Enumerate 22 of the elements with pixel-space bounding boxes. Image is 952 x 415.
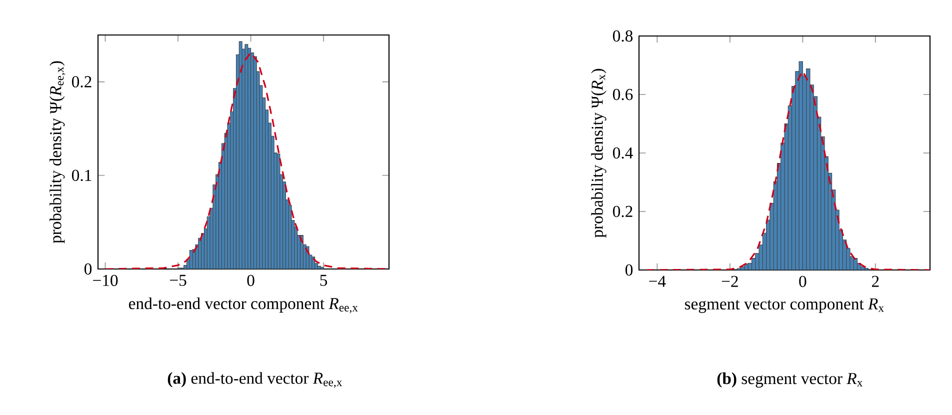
y-tick-label: 0 [625,264,633,276]
x-tick-label: 0 [247,274,254,286]
y-tick-label: 0.1 [72,170,92,182]
y-tick-label: 0 [84,263,92,275]
x-tick-label: 2 [872,276,879,287]
x-tick-label: 5 [320,274,328,286]
x-tick-label: −2 [722,276,738,287]
text: (a) end-to-end vector R$_{ee,x}$ [168,372,342,388]
y-tick-label: 0.4 [612,147,633,159]
y-tick-label: 0.8 [612,30,633,42]
y-axis-title: probability density Ψ(R$_{ee,x}$) [50,61,66,244]
x-axis-title: segment vector component R$_{x}$ [684,298,884,313]
y-tick-label: 0.6 [612,88,633,100]
text: (b) segment vector R$_{x}$ [717,372,863,388]
x-tick-label: −4 [649,276,666,287]
x-tick-label: 0 [799,276,806,288]
y-tick-label: 0.2 [612,206,632,218]
y-tick-label: 0.2 [72,76,92,88]
y-axis-title: probability density Ψ(R$_{x}$) [591,68,606,238]
x-tick-label: −5 [170,274,186,286]
x-axis-title: end-to-end vector component R$_{ee,x}$ [128,297,358,314]
x-tick-label: −10 [93,274,118,286]
